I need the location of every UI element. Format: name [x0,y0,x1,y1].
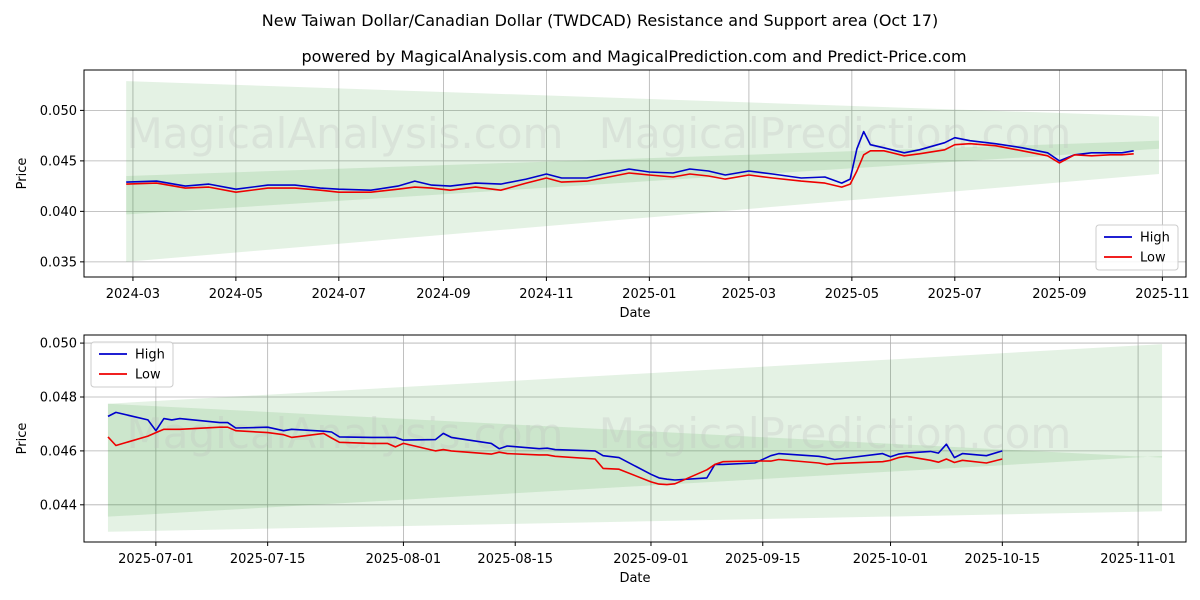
x-tick-label: 2025-11-01 [1100,552,1176,567]
watermark-text: MagicalAnalysis.com [127,409,564,458]
x-tick-label: 2025-07-01 [118,552,194,567]
watermark-text: MagicalAnalysis.com [127,109,564,158]
series-line-low [126,142,1134,193]
legend: High Low [1095,224,1179,271]
wide-band [107,344,1163,532]
x-axis-label: Date [619,306,650,321]
y-tick-label: 0.044 [40,498,77,513]
chart-title: New Taiwan Dollar/Canadian Dollar (TWDCA… [262,11,938,30]
series-line-low [107,426,1003,486]
x-tick-label: 2025-01 [622,287,676,302]
x-tick-label: 2024-09 [416,287,470,302]
top-chart: MagicalAnalysis.com MagicalPrediction.com… [15,69,1190,321]
x-tick-label: 2024-07 [312,287,366,302]
bands [107,344,1163,532]
legend-label-high: High [135,348,165,363]
x-tick-label: 2025-03 [722,287,776,302]
watermark-text: MagicalPrediction.com [599,109,1072,158]
x-tick-label: 2025-09 [1032,287,1086,302]
x-tick-label: 2025-08-01 [366,552,442,567]
y-tick-label: 0.050 [40,337,77,352]
y-tick-label: 0.045 [40,154,77,169]
series-line-high [107,411,1003,481]
axes-frame [83,69,1187,278]
x-tick-label: 2025-07 [928,287,982,302]
x-tick-label: 2025-11 [1135,287,1189,302]
chart-subtitle: powered by MagicalAnalysis.com and Magic… [301,47,966,66]
x-axis-label: Date [619,571,650,586]
y-tick-label: 0.046 [40,444,77,459]
y-tick-label: 0.048 [40,390,77,405]
x-tick-label: 2024-03 [106,287,160,302]
x-tick-label: 2024-05 [209,287,263,302]
legend-label-high: High [1140,231,1170,246]
y-tick-label: 0.040 [40,205,77,220]
watermark-text: MagicalPrediction.com [599,409,1072,458]
narrow-band [107,403,1163,517]
x-tick-label: 2025-09-15 [725,552,801,567]
x-tick-label: 2025-10-01 [853,552,929,567]
legend-label-low: Low [1140,251,1166,266]
y-tick-label: 0.035 [40,255,77,270]
x-tick-label: 2025-09-01 [613,552,689,567]
legend-label-low: Low [135,368,161,383]
x-tick-label: 2025-07-15 [230,552,306,567]
y-axis-label: Price [15,158,30,190]
y-axis-label: Price [15,423,30,455]
narrow-band [126,140,1159,215]
y-tick-label: 0.050 [40,104,77,119]
bottom-chart: MagicalAnalysis.com MagicalPrediction.com… [15,334,1187,586]
axes-frame [83,334,1187,543]
x-tick-label: 2025-10-15 [965,552,1041,567]
series-line-high [126,130,1134,191]
x-tick-label: 2025-08-15 [477,552,553,567]
legend: High Low [90,341,174,388]
x-tick-label: 2024-11 [519,287,573,302]
x-tick-label: 2025-05 [825,287,879,302]
